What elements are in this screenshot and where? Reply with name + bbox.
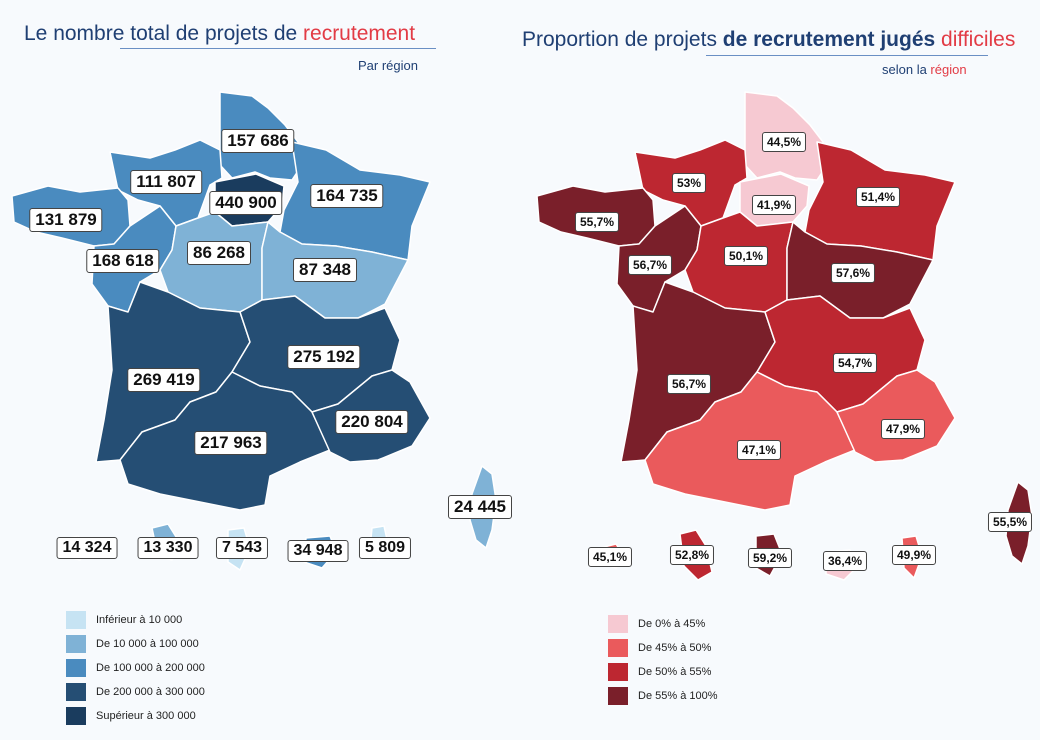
label-auvergne-rhone-alpes: 275 192 — [287, 345, 361, 369]
label-guyane: 59,2% — [747, 548, 793, 568]
legend-label: Supérieur à 300 000 — [96, 710, 196, 722]
right-subtitle-highlight: région — [930, 62, 967, 77]
label-guadeloupe: 14 324 — [56, 537, 118, 559]
legend-label: De 100 000 à 200 000 — [96, 662, 205, 674]
label-normandie: 111 807 — [130, 170, 202, 194]
legend-item: De 0% à 45% — [608, 612, 718, 636]
label-hauts-de-france: 157 686 — [221, 129, 295, 153]
label-nouvelle-aquitaine: 269 419 — [127, 368, 201, 392]
label-mayotte: 49,9% — [891, 545, 937, 565]
left-map-title: Le nombre total de projets de recrutemen… — [24, 22, 415, 46]
legend-label: De 50% à 55% — [638, 666, 712, 678]
right-title-text: Proportion de projets — [522, 28, 723, 51]
label-reunion: 34 948 — [287, 540, 349, 562]
legend-item: De 200 000 à 300 000 — [66, 680, 205, 704]
right-map-title: Proportion de projets de recrutement jug… — [522, 28, 1015, 52]
legend-item: De 100 000 à 200 000 — [66, 656, 205, 680]
right-map-subtitle: selon la région — [882, 62, 967, 77]
legend-swatch — [66, 683, 86, 701]
legend-swatch — [608, 615, 628, 633]
label-centre-val-de-loire: 86 268 — [187, 241, 251, 265]
legend-item: De 45% à 50% — [608, 636, 718, 660]
legend-label: De 0% à 45% — [638, 618, 706, 630]
right-title-highlight: difficiles — [941, 28, 1016, 51]
legend-item: De 50% à 55% — [608, 660, 718, 684]
legend-item: Inférieur à 10 000 — [66, 608, 205, 632]
legend-swatch — [66, 635, 86, 653]
legend-label: De 55% à 100% — [638, 690, 718, 702]
legend-swatch — [66, 659, 86, 677]
label-guadeloupe: 45,1% — [587, 547, 633, 567]
legend-item: De 55% à 100% — [608, 684, 718, 708]
label-normandie: 53% — [671, 173, 707, 193]
label-nouvelle-aquitaine: 56,7% — [666, 374, 712, 394]
label-corse: 55,5% — [987, 512, 1033, 532]
label-mayotte: 5 809 — [358, 537, 412, 559]
legend-label: De 200 000 à 300 000 — [96, 686, 205, 698]
right-legend: De 0% à 45% De 45% à 50% De 50% à 55% De… — [608, 612, 718, 708]
legend-label: Inférieur à 10 000 — [96, 614, 183, 626]
label-provence-alpes-cote-azur: 47,9% — [880, 419, 926, 439]
label-grand-est: 164 735 — [310, 184, 384, 208]
legend-swatch — [66, 611, 86, 629]
legend-swatch — [608, 687, 628, 705]
right-subtitle-text: selon la — [882, 62, 931, 77]
legend-item: Supérieur à 300 000 — [66, 704, 205, 728]
label-ile-de-france: 440 900 — [209, 191, 283, 215]
left-map-subtitle: Par région — [358, 58, 418, 73]
left-title-highlight: recrutement — [303, 22, 416, 45]
right-title-rule — [706, 55, 988, 56]
label-centre-val-de-loire: 50,1% — [723, 246, 769, 266]
label-occitanie: 217 963 — [194, 431, 268, 455]
label-bourgogne-franche-comte: 57,6% — [830, 263, 876, 283]
legend-swatch — [608, 663, 628, 681]
label-grand-est: 51,4% — [855, 187, 901, 207]
label-pays-de-la-loire: 168 618 — [86, 249, 160, 273]
left-legend: Inférieur à 10 000 De 10 000 à 100 000 D… — [66, 608, 205, 728]
label-guyane: 7 543 — [215, 537, 269, 559]
label-auvergne-rhone-alpes: 54,7% — [832, 353, 878, 373]
label-occitanie: 47,1% — [736, 440, 782, 460]
label-bretagne: 131 879 — [29, 208, 103, 232]
legend-label: De 45% à 50% — [638, 642, 712, 654]
label-pays-de-la-loire: 56,7% — [627, 255, 673, 275]
left-title-rule — [120, 48, 436, 49]
right-title-bold: de recrutement jugés — [722, 28, 942, 51]
label-bretagne: 55,7% — [574, 212, 620, 232]
legend-item: De 10 000 à 100 000 — [66, 632, 205, 656]
label-hauts-de-france: 44,5% — [761, 132, 807, 152]
label-martinique: 52,8% — [669, 545, 715, 565]
left-title-text: Le nombre total de projets de — [24, 22, 304, 45]
legend-swatch — [66, 707, 86, 725]
label-corse: 24 445 — [448, 495, 512, 519]
label-provence-alpes-cote-azur: 220 804 — [335, 410, 409, 434]
legend-swatch — [608, 639, 628, 657]
label-martinique: 13 330 — [137, 537, 199, 559]
label-reunion: 36,4% — [822, 551, 868, 571]
label-ile-de-france: 41,9% — [751, 195, 797, 215]
legend-label: De 10 000 à 100 000 — [96, 638, 199, 650]
label-bourgogne-franche-comte: 87 348 — [293, 258, 357, 282]
region-provence-alpes-cote-azur — [836, 369, 956, 463]
